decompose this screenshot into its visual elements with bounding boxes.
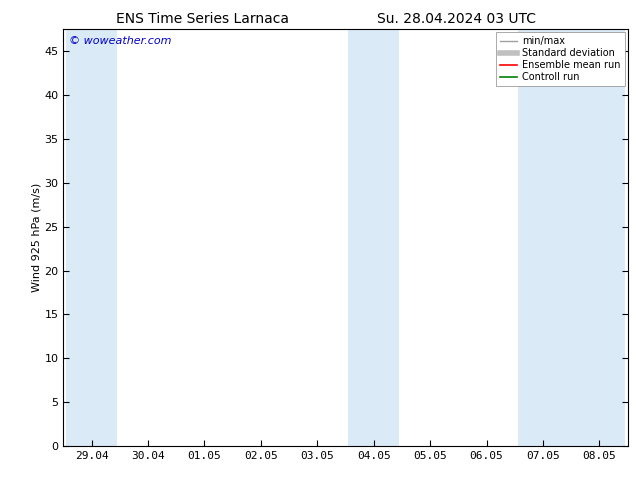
Bar — [66, 29, 117, 446]
Legend: min/max, Standard deviation, Ensemble mean run, Controll run: min/max, Standard deviation, Ensemble me… — [496, 32, 624, 86]
Bar — [348, 29, 399, 446]
Bar — [517, 29, 625, 446]
Text: © woweather.com: © woweather.com — [69, 36, 172, 46]
Text: ENS Time Series Larnaca: ENS Time Series Larnaca — [117, 12, 289, 26]
Text: Su. 28.04.2024 03 UTC: Su. 28.04.2024 03 UTC — [377, 12, 536, 26]
Y-axis label: Wind 925 hPa (m/s): Wind 925 hPa (m/s) — [32, 183, 42, 292]
